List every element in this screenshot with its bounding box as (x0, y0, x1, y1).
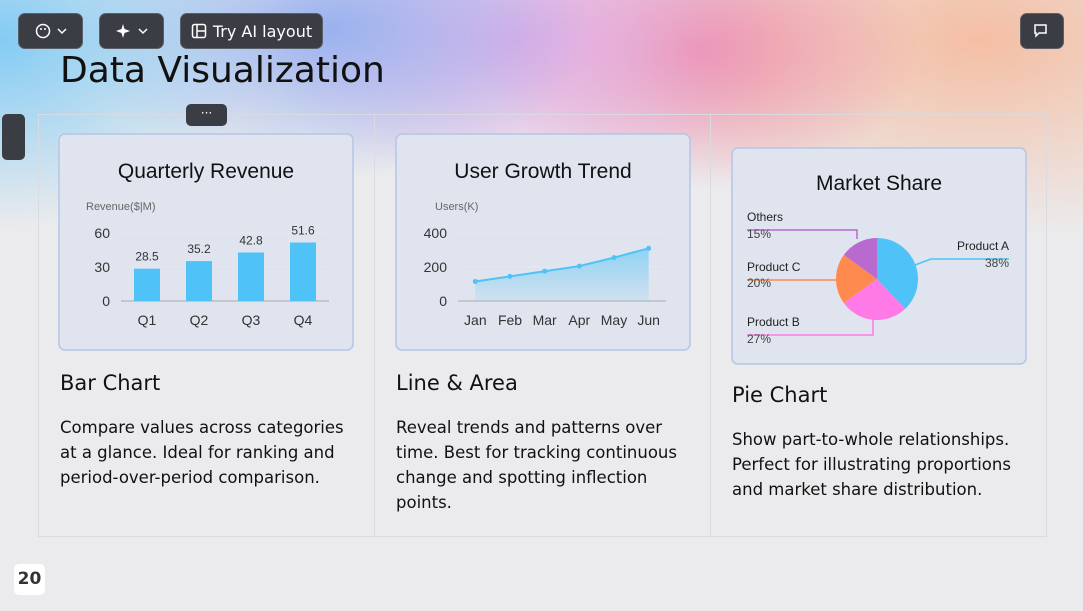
chart-title: User Growth Trend (454, 160, 631, 183)
leader-line (914, 258, 1009, 266)
chart-frame (58, 133, 354, 351)
card-description: Compare values across categories at a gl… (60, 418, 344, 487)
x-tick-label: May (601, 312, 627, 328)
slide-title: Data Visualization (60, 50, 385, 91)
x-tick-label: Jun (637, 312, 660, 328)
button-label: Try AI layout (212, 21, 313, 41)
card-grid: Bar Chart Compare values across categori… (38, 114, 1047, 537)
x-tick-label: Q1 (138, 312, 157, 328)
point (646, 245, 652, 251)
data-label: 28.5 (135, 250, 159, 264)
sparkle-icon (115, 24, 130, 38)
slice-label: Product C (747, 260, 801, 274)
pie-slice (877, 238, 918, 309)
x-tick-label: Feb (498, 312, 522, 328)
pie-slice (843, 238, 877, 279)
card: Pie Chart Show part-to-whole relationshi… (711, 115, 1046, 536)
data-label: 35.2 (187, 242, 211, 256)
layout-icon (191, 23, 207, 39)
theme-button[interactable] (18, 13, 83, 49)
card-heading: Bar Chart (60, 371, 161, 395)
point (472, 278, 478, 284)
x-tick-label: Mar (533, 312, 557, 328)
card: Bar Chart Compare values across categori… (39, 115, 375, 536)
bar (134, 268, 160, 301)
x-tick-label: Q2 (190, 312, 209, 328)
data-label: 51.6 (291, 224, 315, 238)
card-heading: Pie Chart (732, 383, 828, 407)
slice-label: Others (747, 210, 783, 224)
chart: Market Share Product A 38% Product B 27% Prod… (731, 147, 1027, 365)
bar (186, 261, 212, 301)
page-number: 20 (14, 564, 45, 595)
axis-label: Revenue($|M) (86, 201, 156, 213)
slice-value-label: 20% (747, 276, 771, 290)
comments-button[interactable] (1020, 13, 1064, 49)
chart: Quarterly Revenue Revenue($|M) 0 30 60 Q1 Q2 Q3… (58, 133, 354, 351)
x-tick-label: Q4 (294, 312, 313, 328)
pie-slice (836, 254, 877, 304)
ai-button[interactable] (99, 13, 164, 49)
slice-value-label: 15% (747, 227, 771, 241)
y-tick-label: 200 (424, 259, 448, 275)
comment-icon (1034, 24, 1047, 38)
chart-title: Market Share (816, 172, 942, 195)
leader-line (747, 229, 858, 239)
card-description: Show part-to-whole relationships. Perfec… (732, 430, 1011, 499)
card: Line & Area Reveal trends and patterns o… (375, 115, 711, 536)
chart-title: Quarterly Revenue (118, 160, 294, 183)
line (475, 247, 649, 283)
slice-label: Product A (957, 239, 1009, 253)
card-description: Reveal trends and patterns over time. Be… (396, 418, 677, 512)
y-tick-label: 60 (94, 225, 110, 241)
chart: User Growth Trend Users(K) 0 200 400 Jan Feb Ma… (395, 133, 691, 351)
y-tick-label: 0 (102, 293, 110, 309)
leader-line (747, 319, 874, 336)
axis-label: Users(K) (435, 201, 478, 213)
card-heading: Line & Area (396, 371, 518, 395)
side-handle[interactable] (2, 114, 25, 160)
x-tick-label: Apr (568, 312, 590, 328)
x-tick-label: Q3 (242, 312, 261, 328)
point (576, 263, 582, 269)
ai-layout-button[interactable]: Try AI layout (180, 13, 323, 49)
point (507, 273, 513, 279)
more-handle[interactable]: ··· (186, 104, 227, 126)
bar (290, 242, 316, 301)
slice-value-label: 38% (985, 256, 1009, 270)
x-tick-label: Jan (464, 312, 487, 328)
slice-label: Product B (747, 315, 800, 329)
point (542, 268, 548, 274)
y-tick-label: 400 (424, 225, 448, 241)
area (475, 248, 649, 301)
point (611, 255, 617, 261)
pie-slice (843, 279, 906, 320)
chevron (137, 28, 148, 35)
bar (238, 252, 264, 301)
y-tick-label: 30 (94, 259, 110, 275)
slice-value-label: 27% (747, 332, 771, 346)
palette-icon (35, 23, 50, 39)
y-tick-label: 0 (439, 293, 447, 309)
data-label: 42.8 (239, 233, 263, 247)
chevron (56, 28, 67, 35)
